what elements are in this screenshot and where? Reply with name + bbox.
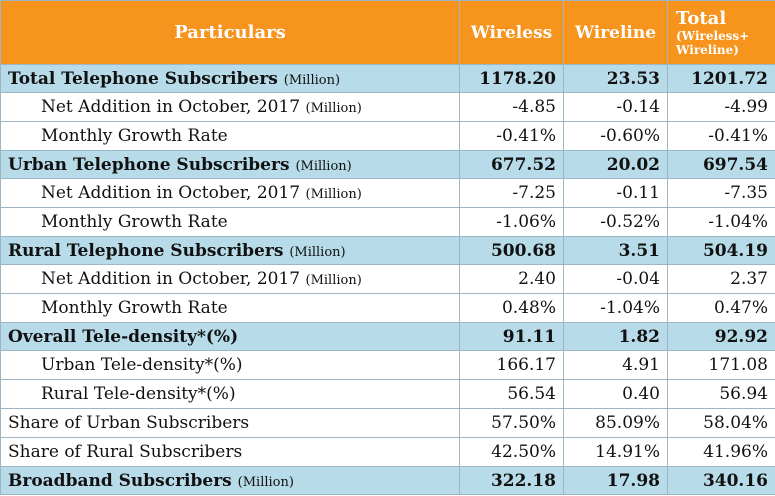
- table-row-broadband-subscribers: Broadband Subscribers (Million) 322.18 1…: [0, 466, 775, 495]
- cell-wireless: 56.54: [459, 379, 564, 409]
- cell-wireline: 1.82: [563, 322, 668, 351]
- row-label-text: Net Addition in October, 2017: [41, 183, 301, 203]
- cell-total: -0.41%: [667, 121, 775, 151]
- cell-wireless: 1178.20: [459, 64, 564, 93]
- table-row: Net Addition in October, 2017 (Million) …: [0, 92, 775, 122]
- cell-wireline: 0.40: [563, 379, 668, 409]
- table-row-total-subscribers: Total Telephone Subscribers (Million) 11…: [0, 64, 775, 93]
- cell-wireline: 3.51: [563, 236, 668, 265]
- cell-wireless: 42.50%: [459, 437, 564, 467]
- table-row: Share of Urban Subscribers 57.50% 85.09%…: [0, 408, 775, 438]
- row-label: Monthly Growth Rate: [0, 121, 460, 151]
- table-row-overall-teledensity: Overall Tele-density*(%) 91.11 1.82 92.9…: [0, 322, 775, 351]
- table-row: Monthly Growth Rate 0.48% -1.04% 0.47%: [0, 293, 775, 323]
- row-label-text: Urban Telephone Subscribers: [8, 154, 290, 175]
- col-header-wireless: Wireless: [459, 0, 564, 65]
- col-header-total-sub-1: (Wireless+: [676, 28, 750, 43]
- col-header-total-sub-2: Wireline): [676, 42, 739, 57]
- cell-total: 58.04%: [667, 408, 775, 438]
- cell-wireless: 322.18: [459, 466, 564, 495]
- row-label: Net Addition in October, 2017 (Million): [0, 92, 460, 122]
- table-row: Rural Tele-density*(%) 56.54 0.40 56.94: [0, 379, 775, 409]
- cell-total: 41.96%: [667, 437, 775, 467]
- cell-wireless: -0.41%: [459, 121, 564, 151]
- row-label: Rural Telephone Subscribers (Million): [0, 236, 460, 265]
- table-row: Urban Tele-density*(%) 166.17 4.91 171.0…: [0, 350, 775, 380]
- cell-wireline: -0.11: [563, 178, 668, 208]
- row-label: Overall Tele-density*(%): [0, 322, 460, 351]
- row-unit: (Million): [283, 72, 341, 88]
- cell-wireless: -4.85: [459, 92, 564, 122]
- table-row: Net Addition in October, 2017 (Million) …: [0, 264, 775, 294]
- cell-total: -1.04%: [667, 207, 775, 237]
- col-header-particulars: Particulars: [0, 0, 460, 65]
- row-label: Rural Tele-density*(%): [0, 379, 460, 409]
- row-label-text: Rural Telephone Subscribers: [8, 240, 284, 261]
- row-label: Share of Urban Subscribers: [0, 408, 460, 438]
- row-label: Total Telephone Subscribers (Million): [0, 64, 460, 93]
- table-row: Monthly Growth Rate -0.41% -0.60% -0.41%: [0, 121, 775, 151]
- cell-wireline: -0.52%: [563, 207, 668, 237]
- cell-wireline: -1.04%: [563, 293, 668, 323]
- cell-wireless: 0.48%: [459, 293, 564, 323]
- table-row: Monthly Growth Rate -1.06% -0.52% -1.04%: [0, 207, 775, 237]
- row-label: Urban Tele-density*(%): [0, 350, 460, 380]
- cell-total: -7.35: [667, 178, 775, 208]
- cell-wireline: -0.04: [563, 264, 668, 294]
- cell-wireline: 4.91: [563, 350, 668, 380]
- col-header-wireline: Wireline: [563, 0, 668, 65]
- cell-total: 697.54: [667, 150, 775, 179]
- cell-total: 0.47%: [667, 293, 775, 323]
- cell-wireless: 166.17: [459, 350, 564, 380]
- cell-wireless: -7.25: [459, 178, 564, 208]
- cell-wireless: 91.11: [459, 322, 564, 351]
- cell-wireline: -0.14: [563, 92, 668, 122]
- cell-wireless: 57.50%: [459, 408, 564, 438]
- row-label: Broadband Subscribers (Million): [0, 466, 460, 495]
- row-unit: (Million): [289, 244, 346, 260]
- cell-total: 1201.72: [667, 64, 775, 93]
- row-label-text: Total Telephone Subscribers: [8, 68, 278, 89]
- row-unit: (Million): [305, 273, 362, 288]
- cell-wireless: 677.52: [459, 150, 564, 179]
- table-row-urban-subscribers: Urban Telephone Subscribers (Million) 67…: [0, 150, 775, 179]
- row-unit: (Million): [305, 187, 362, 202]
- cell-total: 340.16: [667, 466, 775, 495]
- row-label-text: Broadband Subscribers: [8, 470, 232, 491]
- cell-wireline: 85.09%: [563, 408, 668, 438]
- cell-wireless: 2.40: [459, 264, 564, 294]
- cell-total: 56.94: [667, 379, 775, 409]
- cell-wireless: 500.68: [459, 236, 564, 265]
- cell-total: 92.92: [667, 322, 775, 351]
- row-label: Net Addition in October, 2017 (Million): [0, 264, 460, 294]
- cell-total: 171.08: [667, 350, 775, 380]
- header-row: Particulars Wireless Wireline Total (Wir…: [0, 0, 775, 65]
- row-unit: (Million): [237, 474, 294, 490]
- cell-wireline: 17.98: [563, 466, 668, 495]
- cell-total: 504.19: [667, 236, 775, 265]
- row-unit: (Million): [305, 101, 362, 116]
- cell-wireless: -1.06%: [459, 207, 564, 237]
- cell-total: -4.99: [667, 92, 775, 122]
- table-row-rural-subscribers: Rural Telephone Subscribers (Million) 50…: [0, 236, 775, 265]
- row-label-text: Net Addition in October, 2017: [41, 97, 301, 117]
- col-header-total-title: Total: [676, 7, 727, 29]
- table-row: Share of Rural Subscribers 42.50% 14.91%…: [0, 437, 775, 467]
- row-label: Net Addition in October, 2017 (Million): [0, 178, 460, 208]
- row-label-text: Net Addition in October, 2017: [41, 269, 301, 289]
- cell-wireline: 20.02: [563, 150, 668, 179]
- cell-wireline: -0.60%: [563, 121, 668, 151]
- table-row: Net Addition in October, 2017 (Million) …: [0, 178, 775, 208]
- cell-wireline: 23.53: [563, 64, 668, 93]
- col-header-total: Total (Wireless+ Wireline): [667, 0, 775, 65]
- cell-total: 2.37: [667, 264, 775, 294]
- row-label: Monthly Growth Rate: [0, 293, 460, 323]
- row-unit: (Million): [295, 158, 352, 174]
- cell-wireline: 14.91%: [563, 437, 668, 467]
- row-label: Share of Rural Subscribers: [0, 437, 460, 467]
- row-label: Monthly Growth Rate: [0, 207, 460, 237]
- row-label: Urban Telephone Subscribers (Million): [0, 150, 460, 179]
